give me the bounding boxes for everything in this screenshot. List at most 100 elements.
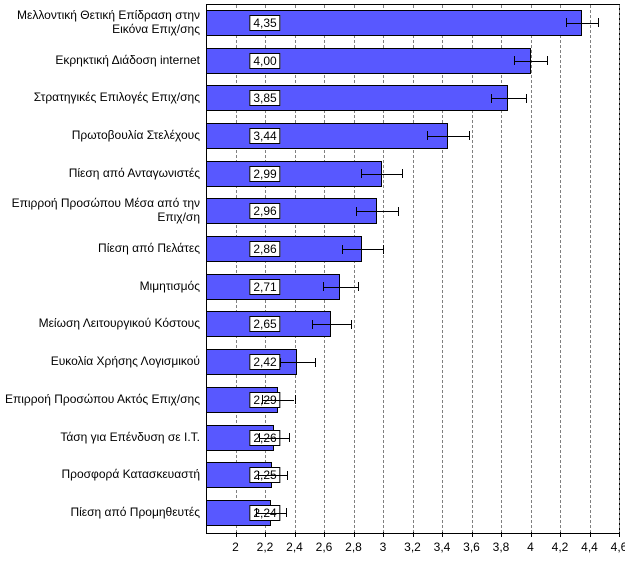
error-bar: [312, 324, 350, 325]
value-label: 2,96: [249, 203, 280, 219]
category-label: Μείωση Λειτουργικού Κόστους: [0, 318, 202, 332]
error-cap: [342, 245, 343, 254]
error-cap: [356, 207, 357, 216]
value-label: 2,71: [249, 279, 280, 295]
gridline: [295, 5, 296, 533]
gridline: [413, 5, 414, 533]
xtick-mark: [442, 532, 443, 537]
value-label: 3,85: [249, 90, 280, 106]
xtick-mark: [354, 532, 355, 537]
x-tick-label: 3,6: [463, 540, 480, 554]
gridline: [560, 5, 561, 533]
error-cap: [383, 245, 384, 254]
category-label: Εκρηκτική Διάδοση internet: [0, 54, 202, 68]
y-axis: [206, 5, 207, 533]
x-tick-label: 4,6: [611, 540, 625, 554]
xtick-mark: [295, 532, 296, 537]
gridline: [324, 5, 325, 533]
error-bar: [566, 23, 598, 24]
category-label: Μιμητισμός: [0, 280, 202, 294]
category-label: Επιρροή Προσώπου Ακτός Επιχ/σης: [0, 393, 202, 407]
x-tick-label: 2: [232, 540, 239, 554]
error-bar: [491, 98, 526, 99]
category-label: Πρωτοβουλία Στελέχους: [0, 129, 202, 143]
error-cap: [526, 94, 527, 103]
gridline: [472, 5, 473, 533]
value-label: 4,00: [249, 53, 280, 69]
gridline: [442, 5, 443, 533]
error-cap: [427, 131, 428, 140]
xtick-mark: [531, 532, 532, 537]
xtick-mark: [590, 532, 591, 537]
error-cap: [398, 207, 399, 216]
xtick-mark: [560, 532, 561, 537]
x-tick-label: 4,4: [581, 540, 598, 554]
category-label: Πίεση από Προμηθευτές: [0, 506, 202, 520]
xtick-mark: [265, 532, 266, 537]
error-bar: [323, 287, 358, 288]
category-label: Ευκολία Χρήσης Λογισμικού: [0, 355, 202, 369]
value-label: 3,44: [249, 128, 280, 144]
error-cap: [402, 169, 403, 178]
error-cap: [289, 433, 290, 442]
error-cap: [351, 320, 352, 329]
x-tick-label: 3: [380, 540, 387, 554]
error-cap: [358, 282, 359, 291]
error-bar: [258, 475, 288, 476]
error-cap: [287, 471, 288, 480]
xtick-mark: [324, 532, 325, 537]
category-label: Τάση για Επένδυση σε I.T.: [0, 431, 202, 445]
bar: [206, 161, 382, 187]
error-bar: [356, 211, 397, 212]
value-label: 2,86: [249, 241, 280, 257]
x-tick-label: 4: [527, 540, 534, 554]
gridline: [619, 5, 620, 533]
error-bar: [259, 438, 289, 439]
error-bar: [256, 513, 286, 514]
error-cap: [256, 508, 257, 517]
bar: [206, 236, 362, 262]
error-bar: [514, 61, 546, 62]
xtick-mark: [413, 532, 414, 537]
x-tick-label: 2,4: [286, 540, 303, 554]
error-bar: [361, 174, 402, 175]
error-bar: [262, 400, 294, 401]
category-label: Μελλοντική Θετική Επίδραση στην Εικόνα Ε…: [0, 9, 202, 37]
gridline: [236, 5, 237, 533]
xtick-mark: [619, 532, 620, 537]
category-label: Στρατηγικές Επιλογές Επιχ/σης: [0, 91, 202, 105]
error-cap: [315, 358, 316, 367]
x-tick-label: 2,8: [345, 540, 362, 554]
error-cap: [514, 56, 515, 65]
x-tick-label: 3,4: [434, 540, 451, 554]
error-cap: [312, 320, 313, 329]
x-tick-label: 2,6: [316, 540, 333, 554]
category-label: Προσφορά Κατασκευαστή: [0, 468, 202, 482]
bar: [206, 198, 377, 224]
category-label: Πίεση από Πελάτες: [0, 242, 202, 256]
gridline: [354, 5, 355, 533]
xtick-mark: [236, 532, 237, 537]
category-label: Πίεση από Ανταγωνιστές: [0, 167, 202, 181]
error-cap: [323, 282, 324, 291]
error-cap: [361, 169, 362, 178]
xtick-mark: [501, 532, 502, 537]
error-cap: [286, 508, 287, 517]
error-cap: [262, 395, 263, 404]
gridline: [383, 5, 384, 533]
error-bar: [427, 136, 468, 137]
gridline: [531, 5, 532, 533]
value-label: 2,42: [249, 354, 280, 370]
error-cap: [566, 18, 567, 27]
error-cap: [491, 94, 492, 103]
error-cap: [547, 56, 548, 65]
value-label: 2,65: [249, 316, 280, 332]
xtick-mark: [383, 532, 384, 537]
x-tick-label: 3,2: [404, 540, 421, 554]
error-cap: [280, 358, 281, 367]
gridline: [590, 5, 591, 533]
xtick-mark: [472, 532, 473, 537]
error-cap: [259, 433, 260, 442]
error-cap: [295, 395, 296, 404]
error-cap: [258, 471, 259, 480]
